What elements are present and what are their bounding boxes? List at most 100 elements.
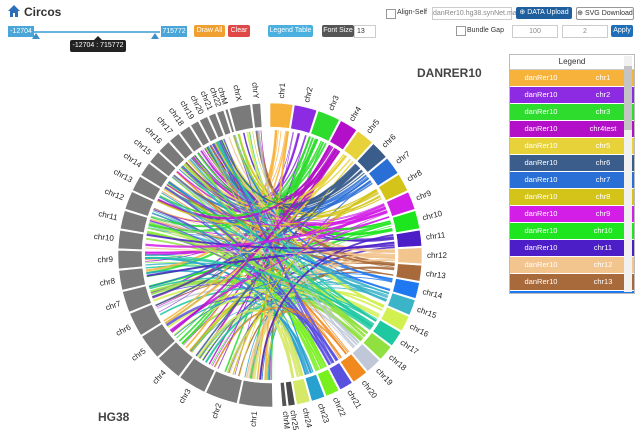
synteny-link <box>256 131 290 380</box>
synteny-link <box>185 135 307 204</box>
bundle-gap-input-1[interactable]: 100 <box>512 25 558 38</box>
legend-row: danRer10 chr4test <box>510 121 634 138</box>
danrer-chromosome-chr19[interactable] <box>351 343 380 372</box>
hg38-chromosome-chr3[interactable] <box>179 357 216 393</box>
file-name-field[interactable]: danRer10.hg38.synNet.maf <box>432 7 519 20</box>
danrer-chromosome-chrM[interactable] <box>279 381 288 407</box>
synteny-link <box>166 297 337 362</box>
synteny-link <box>181 166 385 224</box>
bundle-gap-checkbox[interactable] <box>456 26 466 36</box>
legend-scroll-thumb[interactable] <box>624 66 632 130</box>
danrer-chromosome-chr3[interactable] <box>310 110 340 142</box>
svg-download-button[interactable]: ⊕ SVG Download <box>576 7 634 20</box>
hg38-chromosome-chr8[interactable] <box>118 267 146 291</box>
synteny-link <box>145 210 388 248</box>
hg38-chromosome-chr13[interactable] <box>132 175 161 201</box>
data-upload-button[interactable]: ⊕ DATA Upload <box>516 7 572 19</box>
legend-row: danRer10 chr9 <box>510 206 634 223</box>
hg38-chromosome-chr6[interactable] <box>129 303 162 336</box>
hg38-chromosome-chr16[interactable] <box>158 141 185 168</box>
hg38-chromosome-chr2[interactable] <box>205 370 243 404</box>
legend-genome: danRer10 <box>524 260 558 269</box>
synteny-link <box>166 184 394 276</box>
danrer-chromosome-chr11[interactable] <box>395 229 423 248</box>
synteny-link <box>152 212 373 328</box>
synteny-link <box>198 152 387 224</box>
danrer-chromosome-chr9[interactable] <box>386 191 416 217</box>
danrer-chromosome-chr13[interactable] <box>395 263 422 282</box>
danrer-chromosome-chr6[interactable] <box>356 143 387 173</box>
hg38-chromosome-chrX[interactable] <box>228 103 254 133</box>
home-icon[interactable] <box>8 5 20 17</box>
danrer-chromosome-chr23[interactable] <box>304 373 326 402</box>
hg38-chromosome-chr20[interactable] <box>199 116 218 143</box>
slider-min-handle[interactable] <box>32 33 40 39</box>
synteny-link <box>174 272 393 337</box>
synteny-links <box>144 130 396 381</box>
hg38-chromosome-chr12[interactable] <box>124 191 155 217</box>
danrer-label-chr18: chr18 <box>387 353 409 373</box>
hg38-chromosome-chrY[interactable] <box>251 102 263 129</box>
slider-tooltip: -12704 : 715772 <box>70 36 126 52</box>
hg38-chromosome-chr22[interactable] <box>216 109 232 136</box>
danrer-chromosome-chr16[interactable] <box>380 306 410 332</box>
danrer-chromosome-chr25[interactable] <box>285 380 296 407</box>
danrer-chromosome-chr10[interactable] <box>392 210 421 234</box>
danrer-chromosome-chr4[interactable] <box>329 120 358 151</box>
draw-all-button[interactable]: Draw All <box>194 25 225 37</box>
danrer-chromosome-chr15[interactable] <box>387 292 416 316</box>
danrer-chromosome-chr12[interactable] <box>397 247 423 265</box>
legend-genome: danRer10 <box>524 175 558 184</box>
danrer-chromosome-chr21[interactable] <box>328 362 353 391</box>
danrer-chromosome-chr8[interactable] <box>378 173 409 202</box>
danrer-chromosome-chr7[interactable] <box>368 157 399 187</box>
danrer-label-chr19: chr19 <box>374 366 395 387</box>
hg38-chromosome-chr4[interactable] <box>158 341 194 377</box>
slider-max-handle[interactable] <box>151 33 159 39</box>
danrer-chromosome-chr24[interactable] <box>292 378 311 405</box>
danrer-label-chr20: chr20 <box>360 379 379 401</box>
hg38-chromosome-chr7[interactable] <box>122 285 152 313</box>
legend-row: danRer10 chr12 <box>510 257 634 274</box>
danrer-chromosome-chr2[interactable] <box>290 104 318 134</box>
hg38-chromosome-chr15[interactable] <box>149 151 177 178</box>
danrer-chromosome-chr22[interactable] <box>317 368 340 397</box>
danrer-chromosome-chr20[interactable] <box>339 353 367 383</box>
danrer-chromosome-chr14[interactable] <box>392 278 420 299</box>
hg38-chromosome-chr5[interactable] <box>141 323 176 358</box>
species-label-hg38: HG38 <box>98 410 130 424</box>
font-size-label: Font Size <box>322 25 354 37</box>
font-size-input[interactable]: 13 <box>354 25 376 38</box>
danrer-chromosome-chr18[interactable] <box>362 332 392 360</box>
hg38-chromosome-chr21[interactable] <box>208 112 225 139</box>
hg38-chromosome-chr19[interactable] <box>190 120 210 147</box>
align-self-checkbox[interactable] <box>386 9 396 19</box>
legend-chr: chr9 <box>595 209 611 218</box>
clear-button[interactable]: Clear <box>228 25 250 37</box>
synteny-link <box>173 174 395 266</box>
danrer-label-chr10: chr10 <box>422 209 444 223</box>
danrer-chromosome-chr5[interactable] <box>343 130 373 161</box>
legend-row: danRer10 chr13 <box>510 274 634 291</box>
hg38-chromosome-chr17[interactable] <box>169 133 194 160</box>
synteny-link <box>158 132 294 313</box>
legend-panel: Legend danRer10 chr1 danRer10 chr2 danRer10 c… <box>509 54 635 294</box>
legend-chr: chr10 <box>593 226 613 235</box>
legend-scrollbar[interactable] <box>624 56 632 292</box>
synteny-link <box>159 195 390 295</box>
hg38-chromosome-chr1[interactable] <box>238 379 273 408</box>
legend-table-button[interactable]: Legend Table <box>268 25 313 37</box>
apply-button[interactable]: Apply <box>611 25 633 37</box>
hg38-chromosome-chrM[interactable] <box>224 108 235 134</box>
hg38-chromosome-chr18[interactable] <box>179 125 203 153</box>
legend-genome: danRer10 <box>524 73 558 82</box>
hg38-chromosome-chr10[interactable] <box>117 229 145 251</box>
hg38-chromosome-chr14[interactable] <box>140 162 169 189</box>
bundle-gap-input-2[interactable]: 2 <box>562 25 608 38</box>
danrer-chromosome-chr17[interactable] <box>372 319 402 347</box>
danrer-label-chr23: chr23 <box>316 402 331 424</box>
danrer-chromosome-chr1[interactable] <box>269 102 294 129</box>
hg38-chromosome-chr9[interactable] <box>117 249 143 270</box>
hg38-chromosome-chr11[interactable] <box>119 210 148 234</box>
hg38-label-chrY: chrY <box>250 82 261 100</box>
